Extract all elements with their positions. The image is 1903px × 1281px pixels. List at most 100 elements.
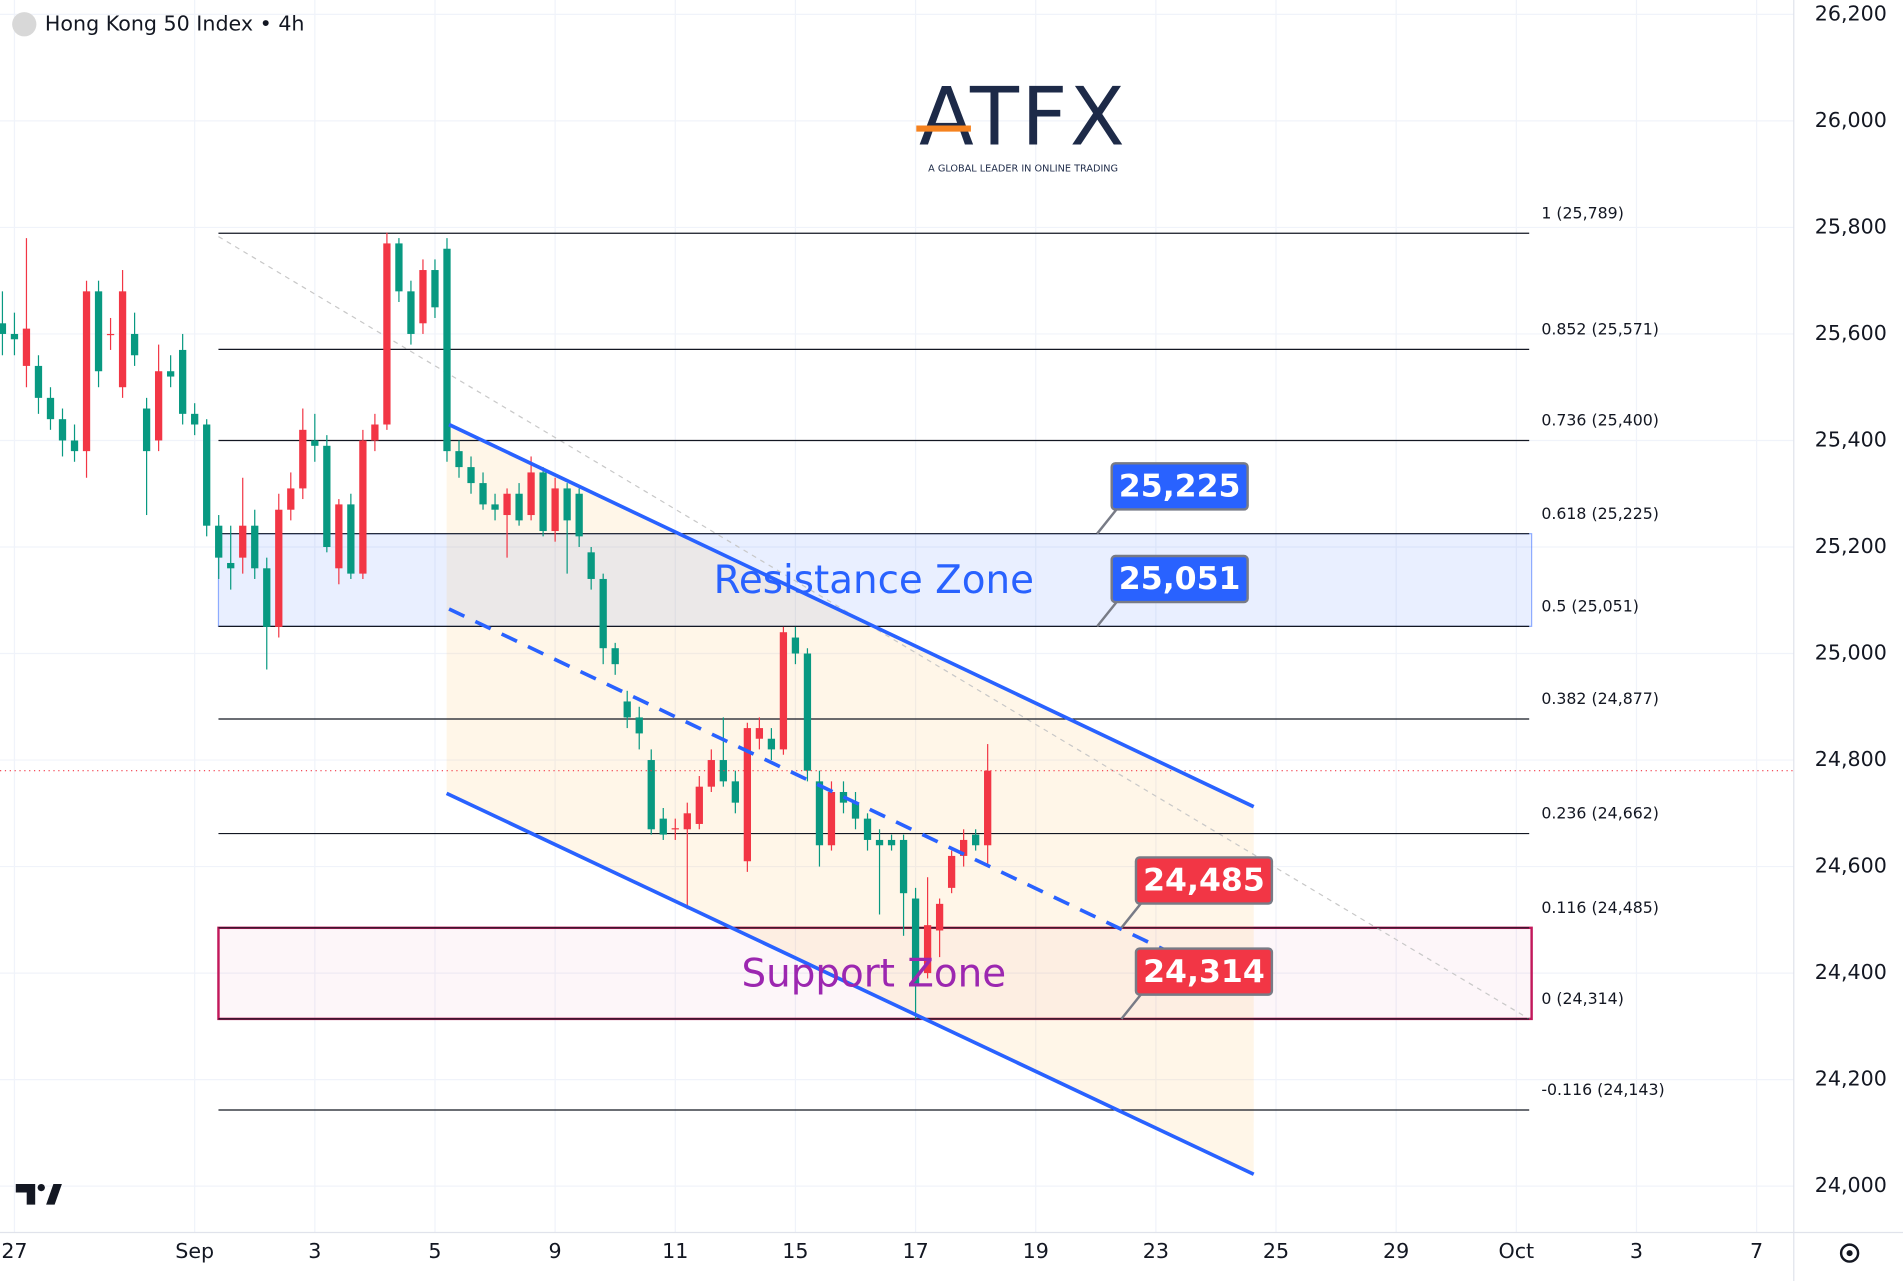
candle-body bbox=[875, 839, 884, 846]
candle-body bbox=[82, 291, 91, 452]
candle-body bbox=[347, 504, 355, 574]
candle-body bbox=[10, 333, 19, 340]
callout-label: 25,051 bbox=[1119, 561, 1241, 597]
candle-body bbox=[479, 483, 487, 505]
fib-label: 0.236 (24,662) bbox=[1541, 804, 1659, 823]
candle-body bbox=[887, 839, 896, 846]
y-tick-label: 24,600 bbox=[1815, 854, 1887, 878]
candle-body bbox=[683, 813, 691, 830]
x-tick-label: 7 bbox=[1750, 1239, 1763, 1263]
tradingview-logo bbox=[15, 1183, 62, 1205]
candle-body bbox=[707, 760, 715, 787]
x-tick-label: 17 bbox=[902, 1239, 928, 1263]
candle-body bbox=[70, 440, 79, 452]
watermark-text: ATFX bbox=[919, 71, 1127, 164]
candle-body bbox=[575, 493, 583, 537]
candle-body bbox=[815, 781, 824, 846]
candle-body bbox=[130, 333, 139, 356]
symbol-icon bbox=[12, 12, 37, 37]
candle-body bbox=[984, 770, 992, 846]
candle-body bbox=[94, 291, 103, 372]
candle-body bbox=[419, 270, 427, 324]
chart-title: Hong Kong 50 Index • 4h bbox=[45, 11, 305, 35]
channel-upper bbox=[448, 422, 1255, 809]
candle-body bbox=[923, 925, 932, 974]
candle-body bbox=[779, 632, 788, 750]
candle-body bbox=[22, 328, 31, 366]
candle-body bbox=[106, 333, 115, 336]
candle-body bbox=[467, 467, 475, 484]
fib-trend-line bbox=[218, 236, 1530, 1020]
callout-box bbox=[1134, 947, 1274, 996]
candle-body bbox=[359, 440, 367, 574]
candle-body bbox=[118, 291, 127, 388]
callout-box bbox=[1134, 856, 1274, 905]
candle-body bbox=[166, 371, 175, 377]
candle-body bbox=[539, 472, 547, 532]
fib-label: 0.618 (25,225) bbox=[1541, 504, 1659, 523]
y-tick-label: 25,400 bbox=[1815, 427, 1887, 451]
candle-body bbox=[275, 509, 283, 627]
candle-body bbox=[851, 802, 860, 819]
candle-body bbox=[515, 493, 523, 521]
candle-body bbox=[323, 445, 331, 547]
candle-body bbox=[959, 839, 968, 856]
callout-pointer bbox=[1120, 993, 1142, 1020]
candle-body bbox=[611, 648, 619, 665]
x-tick-label: 19 bbox=[1023, 1239, 1049, 1263]
candle-body bbox=[623, 701, 631, 718]
x-tick-label: 3 bbox=[1630, 1239, 1643, 1263]
fib-label: -0.116 (24,143) bbox=[1541, 1080, 1664, 1099]
candle-body bbox=[431, 270, 439, 308]
candle-body bbox=[311, 440, 319, 446]
y-tick-label: 25,800 bbox=[1815, 214, 1887, 238]
y-tick-label: 24,800 bbox=[1815, 747, 1887, 771]
fib-layer: 1 (25,789) 0.852 (25,571) 0.736 (25,400) 0.… bbox=[218, 203, 1665, 1111]
fib-label: 0 (24,314) bbox=[1541, 989, 1624, 1008]
y-tick-label: 25,200 bbox=[1815, 534, 1887, 558]
candle-body bbox=[154, 371, 163, 441]
callout-box bbox=[1110, 554, 1249, 604]
candle-body bbox=[599, 578, 607, 649]
candle-body bbox=[695, 786, 703, 824]
candles-layer bbox=[0, 232, 1794, 1019]
candle-body bbox=[142, 408, 151, 452]
zone-box bbox=[217, 533, 1533, 627]
watermark-logo: ATFX A GLOBAL LEADER IN ONLINE TRADING bbox=[916, 71, 1127, 175]
y-tick-label: 24,000 bbox=[1815, 1173, 1887, 1197]
watermark-tagline: A GLOBAL LEADER IN ONLINE TRADING bbox=[928, 164, 1118, 175]
candle-body bbox=[179, 349, 187, 414]
fib-label: 1 (25,789) bbox=[1541, 203, 1624, 222]
callout-pointer bbox=[1120, 902, 1142, 929]
candle-body bbox=[911, 898, 920, 984]
y-tick-label: 25,000 bbox=[1815, 641, 1887, 665]
candle-body bbox=[635, 717, 643, 734]
candle-body bbox=[743, 728, 752, 862]
candle-body bbox=[46, 397, 55, 420]
fib-label: 0.5 (25,051) bbox=[1541, 596, 1639, 615]
candle-body bbox=[58, 419, 67, 441]
candle-body bbox=[383, 243, 391, 425]
fib-label: 0.382 (24,877) bbox=[1541, 689, 1659, 708]
callout-pointer bbox=[1096, 508, 1118, 535]
candle-body bbox=[803, 653, 812, 771]
y-tick-label: 26,000 bbox=[1815, 108, 1887, 132]
callout-pointer bbox=[1096, 601, 1118, 628]
x-tick-label: 11 bbox=[662, 1239, 688, 1263]
x-tick-label: 25 bbox=[1263, 1239, 1289, 1263]
settings-button[interactable] bbox=[1839, 1243, 1860, 1263]
x-tick-label: 3 bbox=[308, 1239, 321, 1263]
candle-body bbox=[503, 493, 511, 516]
zone-box bbox=[217, 926, 1533, 1021]
channel-lower bbox=[445, 791, 1255, 1176]
candle-body bbox=[972, 834, 980, 846]
candle-body bbox=[551, 488, 559, 532]
candle-body bbox=[947, 855, 956, 888]
zone-label: Resistance Zone bbox=[714, 558, 1034, 603]
fib-label: 0.852 (25,571) bbox=[1541, 319, 1659, 338]
candle-body bbox=[239, 525, 247, 558]
x-tick-label: 15 bbox=[782, 1239, 808, 1263]
candle-body bbox=[191, 413, 199, 425]
